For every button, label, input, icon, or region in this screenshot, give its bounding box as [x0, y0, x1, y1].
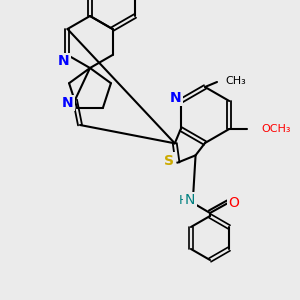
Text: N: N: [62, 96, 74, 110]
Text: H: H: [178, 194, 188, 206]
Text: N: N: [185, 193, 195, 207]
Text: N: N: [58, 54, 69, 68]
Text: N: N: [170, 91, 182, 105]
Text: CH₃: CH₃: [225, 76, 246, 86]
Text: O: O: [229, 196, 239, 210]
Text: S: S: [164, 154, 175, 168]
Text: OCH₃: OCH₃: [261, 124, 291, 134]
